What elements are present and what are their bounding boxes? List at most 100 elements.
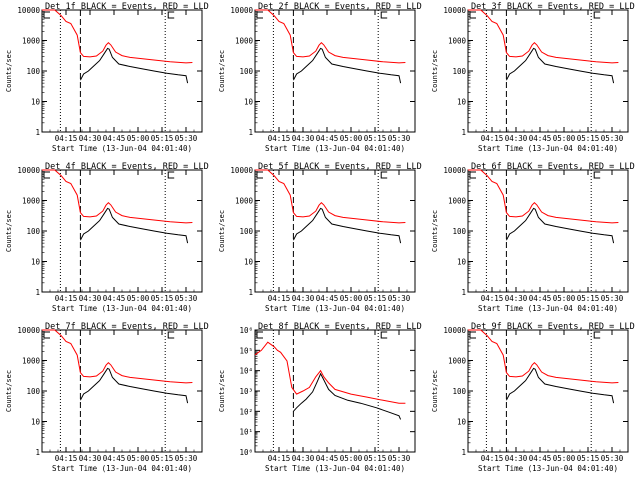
plot-frame	[467, 329, 629, 453]
end-bracket-mark	[167, 331, 175, 339]
x-tick-label: 05:00	[127, 134, 150, 143]
events-series-line	[79, 207, 189, 244]
chart-panel: Det 5f BLACK = Events, RED = LLD 1 10 100 10…	[213, 160, 426, 320]
x-tick-label: 05:15	[151, 454, 174, 463]
chart-svg: Det 1f BLACK = Events, RED = LLD 1 10 100 10…	[5, 2, 209, 153]
x-tick-label: 04:45	[316, 454, 339, 463]
x-tick-label: 04:30	[505, 294, 528, 303]
x-tick-label: 05:00	[553, 134, 576, 143]
start-bracket-mark	[469, 11, 476, 19]
x-tick-label: 05:30	[601, 294, 624, 303]
chart-title: Det 5f BLACK = Events, RED = LLD	[258, 162, 422, 172]
x-tick-label: 05:30	[175, 134, 198, 143]
lld-series-line	[468, 169, 619, 224]
events-series-line	[292, 207, 402, 244]
y-tick-label: 1000	[235, 197, 254, 206]
y-tick-label: 1	[461, 448, 466, 457]
y-tick-label: 1	[248, 128, 253, 137]
x-tick-label: 04:30	[79, 294, 102, 303]
y-tick-label: 100	[452, 387, 466, 396]
plot-frame	[41, 9, 203, 133]
y-tick-label: 1	[461, 288, 466, 297]
y-tick-label: 10000	[230, 166, 253, 175]
plot-frame	[254, 9, 416, 133]
chart-svg: Det 9f BLACK = Events, RED = LLD 1 10 100 10…	[431, 322, 635, 473]
chart-svg: Det 8f BLACK = Events, RED = LLD 10⁰ 10¹ 10…	[218, 322, 422, 473]
end-bracket-mark	[380, 331, 388, 339]
chart-title: Det 2f BLACK = Events, RED = LLD	[258, 2, 422, 12]
y-tick-label: 10	[457, 98, 467, 107]
chart-panel: Det 2f BLACK = Events, RED = LLD 1 10 100 10…	[213, 0, 426, 160]
x-tick-label: 05:30	[175, 294, 198, 303]
events-series-line	[79, 367, 189, 404]
x-tick-label: 04:30	[505, 454, 528, 463]
x-tick-label: 04:45	[316, 294, 339, 303]
y-tick-label: 10⁵	[239, 346, 253, 355]
y-tick-label: 1	[461, 128, 466, 137]
end-bracket-mark	[380, 171, 388, 179]
y-tick-label: 10	[31, 418, 41, 427]
plot-frame	[467, 169, 629, 293]
x-tick-label: 05:00	[553, 294, 576, 303]
events-series-line	[505, 367, 615, 404]
chart-svg: Det 2f BLACK = Events, RED = LLD 1 10 100 10…	[218, 2, 422, 153]
events-series-line	[293, 372, 402, 420]
chart-title: Det 9f BLACK = Events, RED = LLD	[471, 322, 635, 332]
start-bracket-mark	[43, 331, 50, 339]
chart-svg: Det 3f BLACK = Events, RED = LLD 1 10 100 10…	[431, 2, 635, 153]
lld-series-line	[42, 9, 193, 64]
y-tick-label: 10	[244, 258, 254, 267]
chart-svg: Det 5f BLACK = Events, RED = LLD 1 10 100 10…	[218, 162, 422, 313]
x-axis-label: Start Time (13-Jun-04 04:01:40)	[265, 304, 405, 313]
x-tick-label: 04:15	[55, 454, 78, 463]
x-tick-label: 05:30	[388, 454, 411, 463]
end-bracket-mark	[167, 11, 175, 19]
events-series-line	[79, 47, 189, 84]
x-tick-label: 04:45	[103, 134, 126, 143]
x-tick-label: 04:45	[316, 134, 339, 143]
events-series-line	[505, 47, 615, 84]
y-tick-label: 10⁴	[239, 367, 253, 376]
chart-title: Det 4f BLACK = Events, RED = LLD	[45, 162, 209, 172]
y-tick-label: 1000	[448, 357, 467, 366]
y-tick-label: 10	[31, 258, 41, 267]
x-tick-label: 05:15	[364, 454, 387, 463]
x-tick-label: 04:15	[268, 454, 291, 463]
x-tick-label: 04:45	[103, 294, 126, 303]
lld-series-line	[255, 169, 406, 224]
chart-title: Det 1f BLACK = Events, RED = LLD	[45, 2, 209, 12]
y-tick-label: 10000	[17, 166, 40, 175]
y-tick-label: 10¹	[239, 428, 253, 437]
x-axis-label: Start Time (13-Jun-04 04:01:40)	[52, 304, 192, 313]
x-tick-label: 04:15	[481, 134, 504, 143]
lld-series-line	[42, 329, 193, 384]
y-tick-label: 1000	[448, 197, 467, 206]
y-tick-label: 1000	[22, 197, 41, 206]
y-tick-label: 1000	[235, 37, 254, 46]
end-bracket-mark	[380, 11, 388, 19]
y-tick-label: 10	[457, 258, 467, 267]
y-axis-label: Counts/sec	[218, 210, 226, 252]
y-tick-label: 1000	[448, 37, 467, 46]
x-tick-label: 05:15	[577, 134, 600, 143]
start-bracket-mark	[469, 331, 476, 339]
y-axis-label: Counts/sec	[5, 210, 13, 252]
chart-panel: Det 1f BLACK = Events, RED = LLD 1 10 100 10…	[0, 0, 213, 160]
events-series-line	[505, 207, 615, 244]
y-tick-label: 10000	[443, 6, 466, 15]
x-tick-label: 05:30	[175, 454, 198, 463]
x-tick-label: 04:30	[292, 294, 315, 303]
end-bracket-mark	[593, 331, 601, 339]
y-axis-label: Counts/sec	[5, 50, 13, 92]
y-tick-label: 10	[457, 418, 467, 427]
x-tick-label: 04:30	[292, 134, 315, 143]
start-bracket-mark	[469, 171, 476, 179]
chart-panel: Det 8f BLACK = Events, RED = LLD 10⁰ 10¹ 10…	[213, 320, 426, 480]
chart-panel: Det 6f BLACK = Events, RED = LLD 1 10 100 10…	[426, 160, 639, 320]
end-bracket-mark	[167, 171, 175, 179]
y-tick-label: 100	[239, 227, 253, 236]
x-tick-label: 04:45	[103, 454, 126, 463]
x-tick-label: 04:15	[268, 134, 291, 143]
y-tick-label: 100	[452, 67, 466, 76]
